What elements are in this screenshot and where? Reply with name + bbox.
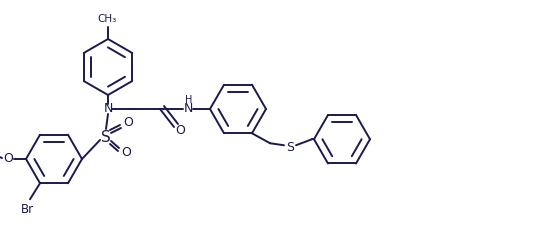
Text: N: N	[183, 103, 193, 115]
Text: S: S	[286, 141, 294, 154]
Text: O: O	[3, 151, 13, 165]
Text: O: O	[123, 116, 133, 130]
Text: CH₃: CH₃	[97, 14, 116, 24]
Text: Br: Br	[20, 203, 34, 216]
Text: O: O	[121, 146, 131, 160]
Text: N: N	[103, 103, 113, 115]
Text: S: S	[101, 130, 111, 144]
Text: H: H	[185, 95, 193, 105]
Text: O: O	[175, 124, 185, 138]
